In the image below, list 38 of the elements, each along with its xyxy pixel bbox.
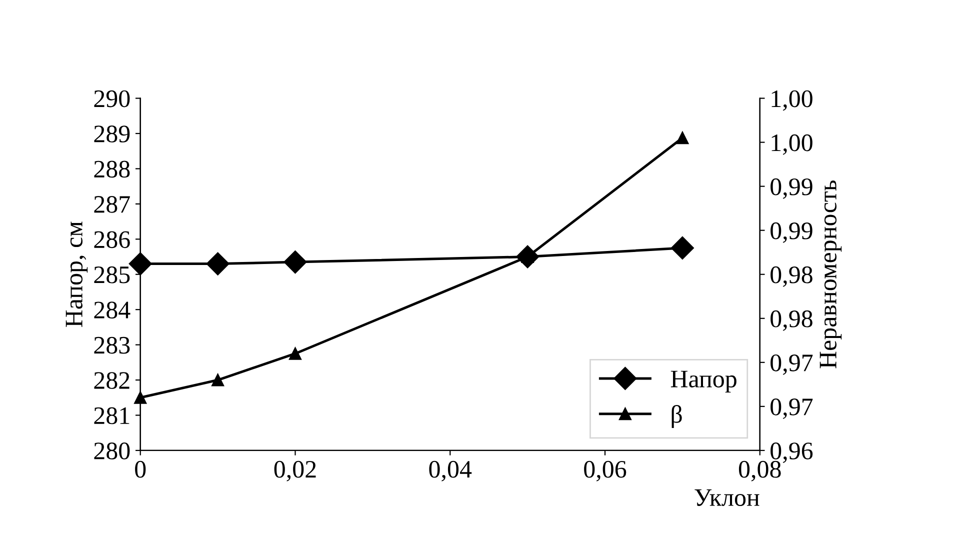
x-tick-label: 0,08	[738, 460, 781, 482]
y2-tick-label: 0,99	[770, 178, 812, 199]
point	[288, 347, 302, 360]
y-tick-label: 284	[94, 302, 130, 318]
y2-tick-label: 0,98	[770, 266, 812, 287]
y2-tick-label: 0,97	[770, 354, 813, 375]
y-tick-label: 286	[94, 231, 130, 248]
point	[670, 236, 694, 260]
point	[128, 252, 152, 276]
x-axis-title: Уклон	[694, 489, 760, 506]
point	[212, 374, 224, 386]
y-tick-label: 285	[94, 266, 130, 284]
y2-tick-label: 1,00	[772, 134, 812, 155]
y2-tick-label: 0,98	[770, 310, 812, 331]
legend-label: β	[672, 405, 682, 428]
x-tick-label: 0,06	[584, 460, 626, 482]
y-tick-label: 280	[94, 442, 130, 460]
legend-label: Напор	[670, 370, 736, 393]
y-axis-title: Напор, см	[66, 222, 88, 327]
x-tick-label: 0,02	[274, 460, 316, 482]
y-tick-label: 289	[94, 126, 130, 142]
point	[134, 391, 147, 404]
y-tick-label: 283	[94, 336, 130, 354]
point	[284, 250, 307, 274]
y-tick-label: 290	[94, 90, 130, 108]
x-tick-label: 0,04	[429, 460, 472, 482]
y-tick-label: 282	[94, 372, 130, 389]
point	[676, 132, 689, 144]
y2-tick-label: 0,97	[770, 398, 813, 419]
y-tick-label: 287	[94, 196, 130, 213]
y-tick-label: 281	[94, 407, 130, 424]
y-tick-label: 288	[94, 160, 130, 178]
y2-tick-label: 0,96	[770, 442, 813, 463]
point	[206, 252, 230, 276]
y2-tick-label: 0,99	[770, 222, 812, 243]
y2-axis-title: Неравномерность	[820, 180, 842, 368]
x-tick-label: 0	[135, 460, 146, 478]
y2-tick-label: 1,00	[772, 90, 812, 111]
